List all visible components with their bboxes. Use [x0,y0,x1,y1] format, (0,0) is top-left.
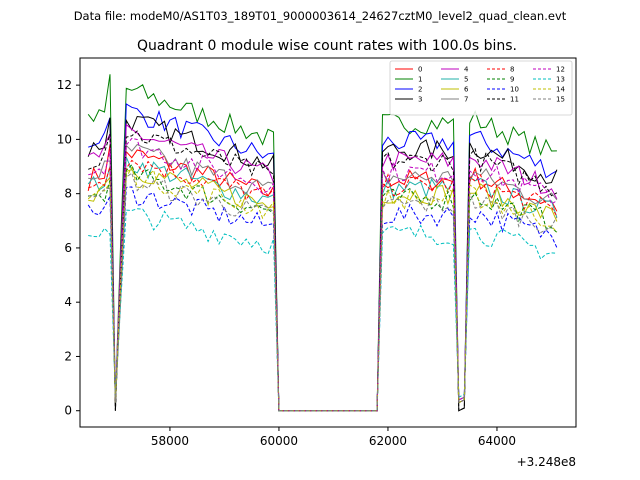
y-tick-label: 10 [57,132,72,146]
series-line-9 [88,163,558,412]
x-tick-label: 58000 [151,434,189,448]
chart-suptitle: Data file: modeM0/AS1T03_189T01_90000036… [74,9,567,23]
y-tick-label: 12 [57,78,72,92]
legend-label-12: 12 [556,66,565,74]
series-line-10 [87,186,558,412]
legend-label-8: 8 [510,66,514,74]
legend-label-1: 1 [418,76,422,84]
x-tick-label: 64000 [478,434,516,448]
legend-box [389,60,573,116]
y-tick-label: 6 [64,241,72,255]
x-tick-label: 60000 [260,434,298,448]
axes-frame [79,57,577,428]
legend-label-13: 13 [556,76,565,84]
y-tick-label: 0 [64,404,72,418]
y-tick-label: 4 [64,295,72,309]
series-line-11 [88,130,558,412]
legend-label-10: 10 [510,86,519,94]
legend-label-9: 9 [510,76,514,84]
legend-label-7: 7 [464,96,468,104]
y-tick-label: 8 [64,187,72,201]
plot-area [87,74,558,412]
chart-title: Quadrant 0 module wise count rates with … [137,38,517,54]
y-tick-label: 2 [64,349,72,363]
legend-label-5: 5 [464,76,468,84]
legend-label-15: 15 [556,96,565,104]
legend-label-11: 11 [510,96,519,104]
x-offset-label: +3.248e8 [517,455,576,469]
legend-label-4: 4 [464,66,469,74]
series-line-14 [87,166,558,412]
x-tick-label: 62000 [369,434,407,448]
legend-label-14: 14 [556,86,565,94]
legend-label-2: 2 [418,86,422,94]
series-line-15 [88,172,558,412]
legend-label-0: 0 [418,66,422,74]
legend-label-3: 3 [418,96,422,104]
legend-label-6: 6 [464,86,469,94]
